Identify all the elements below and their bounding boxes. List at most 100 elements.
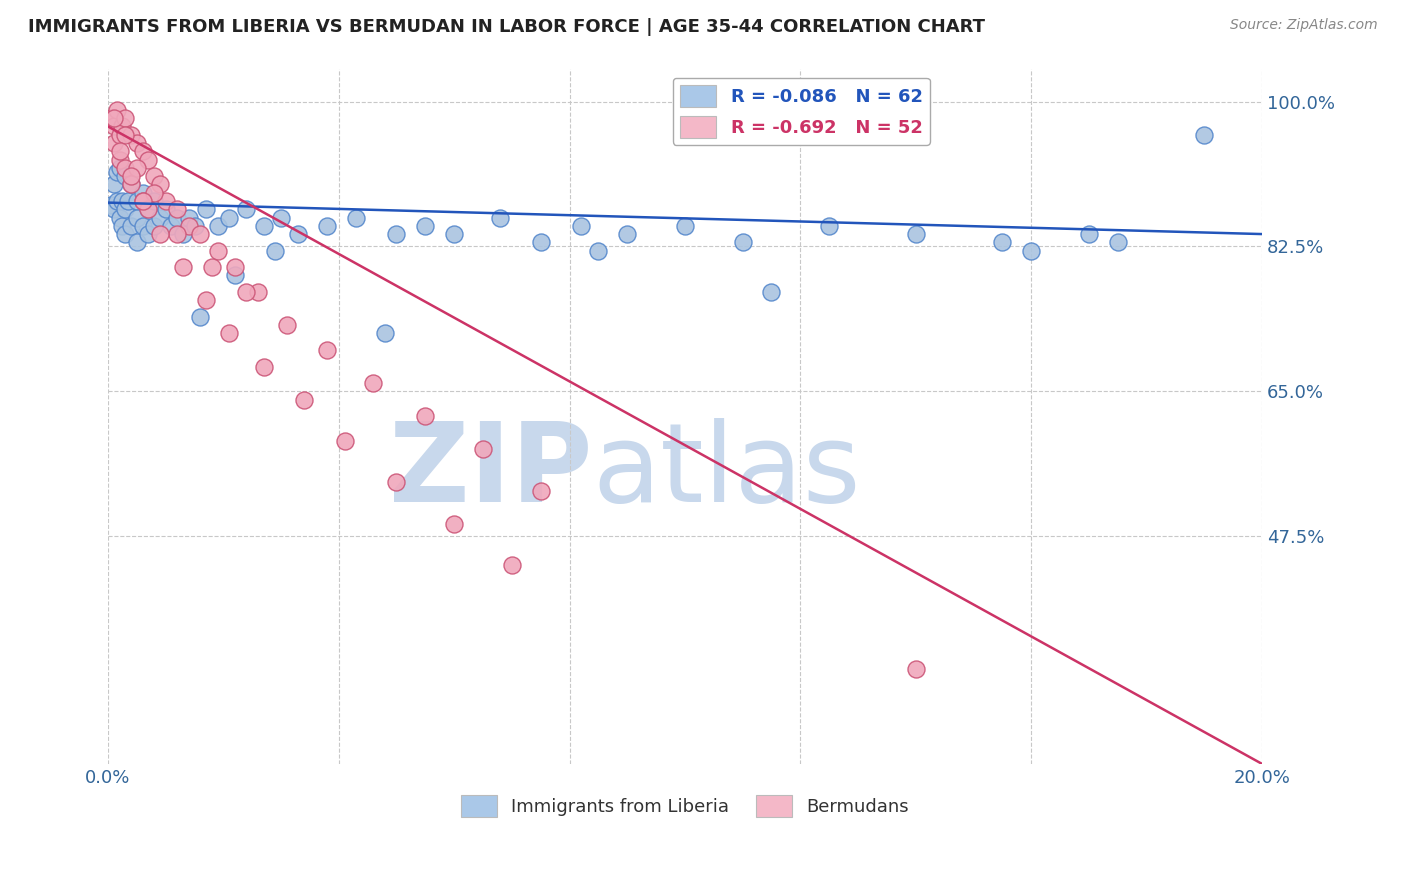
Text: ZIP: ZIP: [389, 418, 593, 525]
Point: [143, 219, 166, 233]
Point: [530, 483, 553, 498]
Point: [114, 227, 136, 241]
Point: [105, 194, 128, 208]
Point: [120, 219, 142, 233]
Point: [131, 145, 153, 159]
Point: [131, 194, 153, 208]
Point: [149, 227, 172, 241]
Point: [385, 227, 408, 241]
Point: [385, 475, 408, 490]
Point: [131, 186, 153, 200]
Point: [125, 194, 148, 208]
Point: [818, 219, 841, 233]
Point: [253, 359, 276, 374]
Point: [103, 178, 125, 192]
Point: [1107, 235, 1129, 250]
Point: [103, 202, 125, 217]
Legend: Immigrants from Liberia, Bermudans: Immigrants from Liberia, Bermudans: [453, 788, 917, 824]
Point: [904, 227, 927, 241]
Point: [363, 376, 385, 390]
Point: [138, 202, 160, 217]
Point: [443, 227, 465, 241]
Point: [413, 409, 436, 424]
Point: [991, 235, 1014, 250]
Text: atlas: atlas: [593, 418, 860, 525]
Point: [183, 219, 205, 233]
Point: [588, 244, 610, 258]
Point: [108, 128, 131, 142]
Point: [235, 202, 257, 217]
Point: [131, 194, 153, 208]
Point: [120, 169, 142, 183]
Point: [103, 111, 125, 125]
Point: [201, 260, 224, 275]
Text: Source: ZipAtlas.com: Source: ZipAtlas.com: [1230, 18, 1378, 32]
Point: [143, 186, 166, 200]
Point: [344, 211, 367, 225]
Point: [138, 153, 160, 167]
Point: [103, 120, 125, 134]
Point: [166, 202, 188, 217]
Point: [489, 211, 512, 225]
Point: [472, 442, 495, 457]
Point: [103, 136, 125, 150]
Point: [761, 285, 783, 299]
Point: [270, 211, 292, 225]
Point: [569, 219, 592, 233]
Point: [172, 260, 194, 275]
Point: [108, 145, 131, 159]
Point: [224, 260, 246, 275]
Point: [218, 211, 240, 225]
Point: [149, 211, 172, 225]
Point: [105, 103, 128, 117]
Point: [114, 169, 136, 183]
Point: [149, 178, 172, 192]
Point: [125, 211, 148, 225]
Point: [120, 178, 142, 192]
Point: [413, 219, 436, 233]
Point: [125, 136, 148, 150]
Point: [904, 662, 927, 676]
Point: [111, 219, 134, 233]
Point: [155, 202, 177, 217]
Point: [673, 219, 696, 233]
Point: [108, 211, 131, 225]
Point: [120, 128, 142, 142]
Point: [177, 219, 200, 233]
Point: [172, 227, 194, 241]
Point: [276, 318, 298, 332]
Point: [131, 219, 153, 233]
Point: [246, 285, 269, 299]
Point: [177, 211, 200, 225]
Point: [108, 153, 131, 167]
Point: [443, 516, 465, 531]
Point: [114, 128, 136, 142]
Point: [316, 219, 339, 233]
Point: [333, 434, 356, 448]
Point: [1192, 128, 1215, 142]
Point: [616, 227, 638, 241]
Point: [111, 194, 134, 208]
Point: [120, 178, 142, 192]
Point: [160, 219, 183, 233]
Point: [105, 165, 128, 179]
Point: [111, 120, 134, 134]
Point: [100, 111, 122, 125]
Point: [207, 219, 229, 233]
Point: [114, 161, 136, 175]
Point: [731, 235, 754, 250]
Point: [207, 244, 229, 258]
Point: [108, 161, 131, 175]
Point: [316, 343, 339, 357]
Text: IMMIGRANTS FROM LIBERIA VS BERMUDAN IN LABOR FORCE | AGE 35-44 CORRELATION CHART: IMMIGRANTS FROM LIBERIA VS BERMUDAN IN L…: [28, 18, 986, 36]
Point: [195, 293, 218, 308]
Point: [143, 169, 166, 183]
Point: [374, 326, 396, 341]
Point: [188, 227, 211, 241]
Point: [114, 202, 136, 217]
Point: [287, 227, 309, 241]
Point: [143, 194, 166, 208]
Point: [1077, 227, 1099, 241]
Point: [188, 310, 211, 324]
Point: [125, 235, 148, 250]
